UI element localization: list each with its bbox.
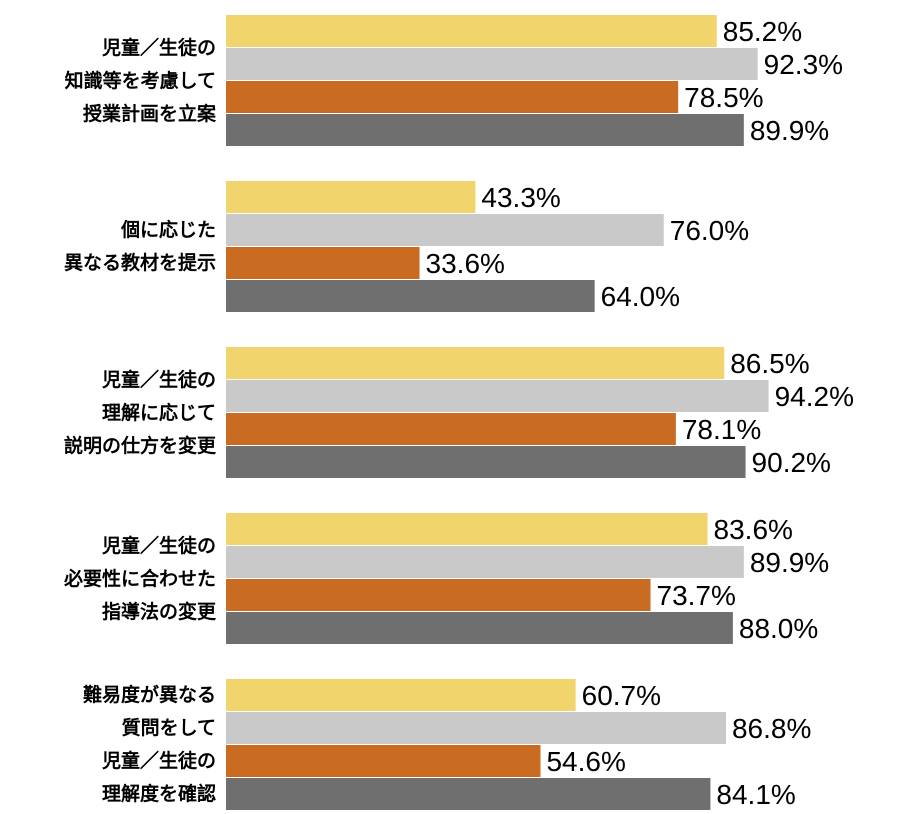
value-label: 64.0% [601,281,680,312]
value-label: 83.6% [714,514,793,545]
value-label: 60.7% [582,680,661,711]
bar [226,579,651,611]
value-label: 85.2% [723,16,802,47]
bar [226,513,708,545]
category-label: 児童／生徒の 必要性に合わせた 指導法の変更 [63,534,216,623]
bar [226,280,595,312]
value-label: 92.3% [764,49,843,80]
bar [226,778,711,810]
category-label: 児童／生徒の 知識等を考慮して 授業計画を立案 [64,36,216,125]
bar [226,413,676,445]
bar [226,214,664,246]
value-label: 84.1% [716,779,795,810]
value-label: 76.0% [670,215,749,246]
bar [226,347,725,379]
value-label: 54.6% [546,746,625,777]
value-label: 78.1% [682,414,761,445]
value-label: 90.2% [752,447,831,478]
bar [226,48,758,80]
value-label: 94.2% [775,381,854,412]
category-label: 個に応じた 異なる教材を提示 [63,219,216,274]
value-label: 88.0% [739,613,818,644]
bar [226,679,576,711]
value-label: 86.8% [732,713,811,744]
bar [226,15,717,47]
category-label: 難易度が異なる 質問をして 児童／生徒の 理解度を確認 [82,684,216,805]
bar [226,612,733,644]
bar [226,181,476,213]
value-label: 33.6% [426,248,505,279]
bar [226,114,744,146]
value-label: 73.7% [657,580,736,611]
value-label: 86.5% [730,348,809,379]
category-label: 児童／生徒の 理解に応じて 説明の仕方を変更 [63,368,216,457]
bar [226,81,679,113]
bar [226,745,541,777]
value-label: 43.3% [481,182,560,213]
value-label: 78.5% [684,82,763,113]
bar [226,446,746,478]
bar [226,380,769,412]
bar [226,546,744,578]
bar [226,247,420,279]
bar [226,712,726,744]
value-label: 89.9% [750,547,829,578]
value-label: 89.9% [750,115,829,146]
